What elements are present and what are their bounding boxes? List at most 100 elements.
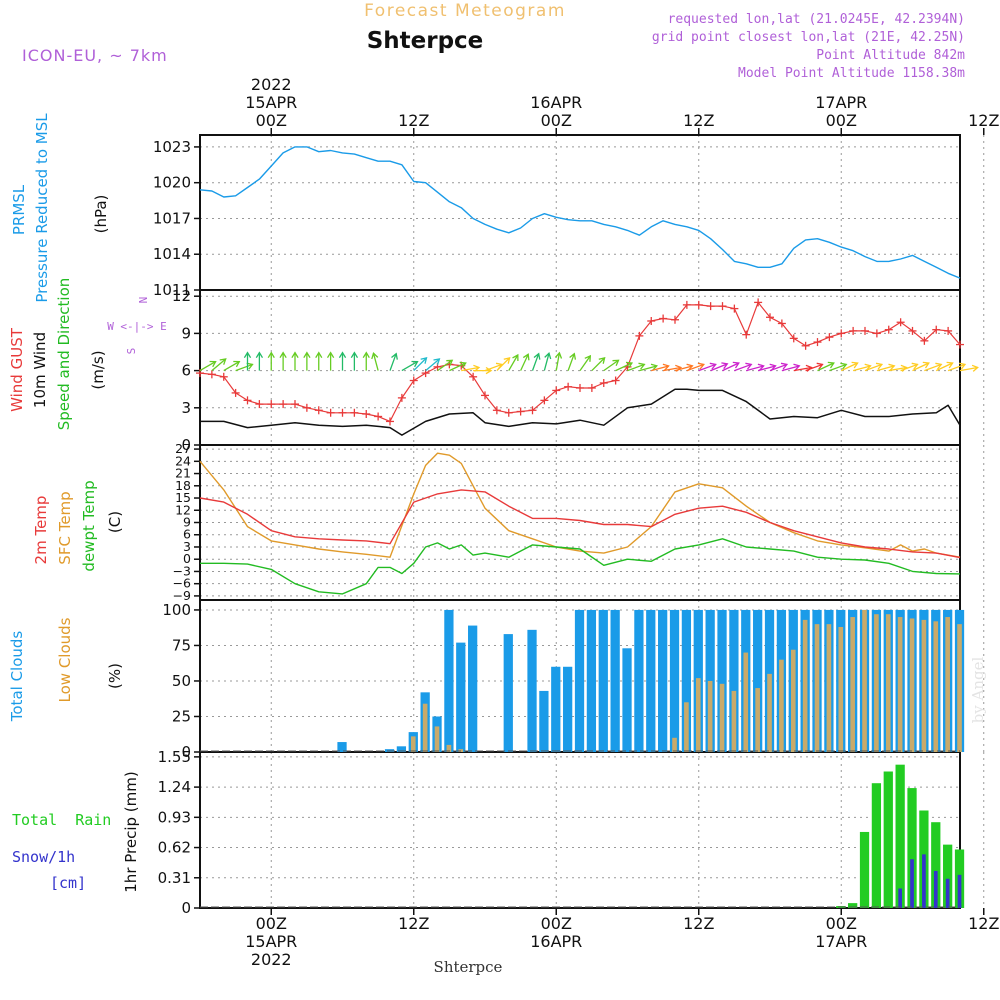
wind-arrow-shaft [959, 366, 978, 372]
wind-arrow-head [315, 351, 323, 359]
clouds-total-bar [669, 609, 680, 752]
wind-direction-arrow [817, 361, 835, 372]
wind-direction-arrow [303, 351, 311, 371]
precip-snow-bar [933, 870, 938, 908]
precip-panel: 0 0.31 0.62 0.93 1.24 1.55 [158, 748, 985, 917]
wind-arrow-head [303, 351, 311, 359]
wind-arrow-head [522, 353, 530, 361]
wind-direction-arrow [579, 354, 592, 371]
wind-arrow-head [922, 361, 930, 369]
top-axis-label: 12Z [683, 111, 714, 130]
wind-gust-marker [777, 319, 786, 328]
wind-gust-marker [956, 340, 964, 349]
pressure-ytick-label: 1011 [153, 281, 191, 299]
precip-ytick-label: 0.31 [158, 869, 191, 887]
clouds-low-bar [779, 659, 784, 752]
bottom-axis-label: 12Z [968, 914, 999, 933]
wind-arrow-shaft [947, 363, 966, 372]
wind-arrow-head [584, 354, 592, 362]
precip-rain-bar [895, 764, 905, 908]
wind-direction-arrow [449, 361, 467, 372]
wind-direction-arrow [484, 362, 504, 372]
clouds-ytick-label: 50 [172, 672, 191, 690]
clouds-total-bar [551, 666, 561, 752]
wind-direction-arrow [235, 362, 254, 372]
wind-direction-arrow [924, 362, 943, 372]
wind-gust-marker [861, 326, 869, 335]
wind-arrow-shaft [876, 365, 895, 372]
wind-direction-arrow [746, 363, 765, 372]
wind-direction-arrow [338, 351, 347, 371]
wind-direction-arrow [829, 362, 848, 372]
wind-direction-arrow [425, 358, 441, 372]
temp-ytick-label: 9 [183, 515, 191, 530]
clouds-low-bar [862, 609, 867, 752]
wind-arrow-head [911, 362, 919, 370]
temp-ytick-label: 0 [183, 551, 191, 566]
clouds-unit: (%) [106, 663, 124, 689]
wind-arrow-shaft [223, 361, 240, 372]
pressure-label-prmsl: PRMSL [10, 184, 28, 235]
wind-arrow-head [362, 351, 370, 359]
wind-10m-line [200, 388, 961, 436]
wind-gust-marker [694, 300, 703, 309]
clouds-total-bar [444, 609, 454, 752]
wind-arrow-shaft [722, 362, 740, 372]
wind-arrow-shaft [651, 365, 669, 372]
temp-ytick-label: 18 [175, 478, 191, 493]
clouds-low-bar [767, 673, 772, 752]
precip-ytick-label: 1.24 [158, 778, 191, 796]
clouds-ytick-label: 0 [181, 743, 191, 761]
wind-direction-arrow [722, 361, 740, 372]
wind-arrow-shaft [852, 365, 871, 372]
wind-gust-marker [207, 370, 216, 379]
precip-rain-bar [907, 788, 917, 908]
model-altitude: Model Point Altitude 1158.38m [738, 66, 965, 81]
wind-direction-arrow [473, 366, 493, 375]
panels: 10111014101710201023036912−9−6−303691215… [153, 134, 985, 917]
wind-arrow-shaft [199, 361, 216, 372]
wind-direction-arrow [912, 361, 930, 372]
wind-arrow-shaft [639, 365, 657, 372]
bottom-axis-label: 16APR [530, 932, 582, 951]
temp-ytick-label: −6 [173, 576, 191, 591]
clouds-low-bar [707, 680, 713, 752]
wind-arrow-head [279, 351, 287, 359]
wind-unit: (m/s) [89, 350, 107, 389]
wind-arrow-shaft [900, 363, 918, 372]
precip-snow-bar [898, 888, 903, 908]
wind-gust-marker [326, 408, 335, 417]
temp-ytick-label: −9 [173, 588, 191, 603]
clouds-total-bar [753, 609, 763, 752]
clouds-total-label: Total Clouds [8, 631, 26, 723]
clouds-total-bar [337, 742, 347, 752]
wind-arrow-shaft [793, 366, 812, 372]
clouds-low-bar [672, 737, 677, 752]
clouds-low-bar [802, 619, 808, 752]
precip-ytick-label: 0.62 [158, 839, 191, 857]
wind-gust-marker [932, 325, 941, 334]
wind-direction-arrow [686, 362, 705, 372]
temp-sfc-label: SFC Temp [56, 491, 74, 564]
wind-direction-arrow [211, 358, 227, 372]
wind-arrow-head [888, 363, 896, 371]
requested-coords: requested lon,lat (21.0245E, 42.2394N) [668, 12, 965, 27]
wind-direction-arrow [199, 360, 217, 372]
wind-arrow-shaft [567, 353, 575, 371]
wind-ytick-label: 0 [181, 436, 191, 454]
clouds-total-bar [729, 609, 739, 752]
wind-arrow-head [420, 357, 428, 364]
wind-arrow-shaft [627, 363, 645, 372]
clouds-low-bar [790, 649, 796, 752]
pressure-panel: 1011 1014 1017 1020 1023 [153, 134, 985, 299]
wind-gust-marker [944, 326, 953, 335]
wind-direction-arrow [279, 351, 287, 371]
bottom-axis-label: 17APR [815, 932, 867, 951]
wind-direction-arrow [371, 351, 379, 371]
wind-gust-marker [813, 338, 822, 347]
pressure-ytick-label: 1014 [153, 245, 191, 263]
wind-arrow-head [827, 361, 835, 369]
wind-gust-marker [219, 372, 228, 381]
